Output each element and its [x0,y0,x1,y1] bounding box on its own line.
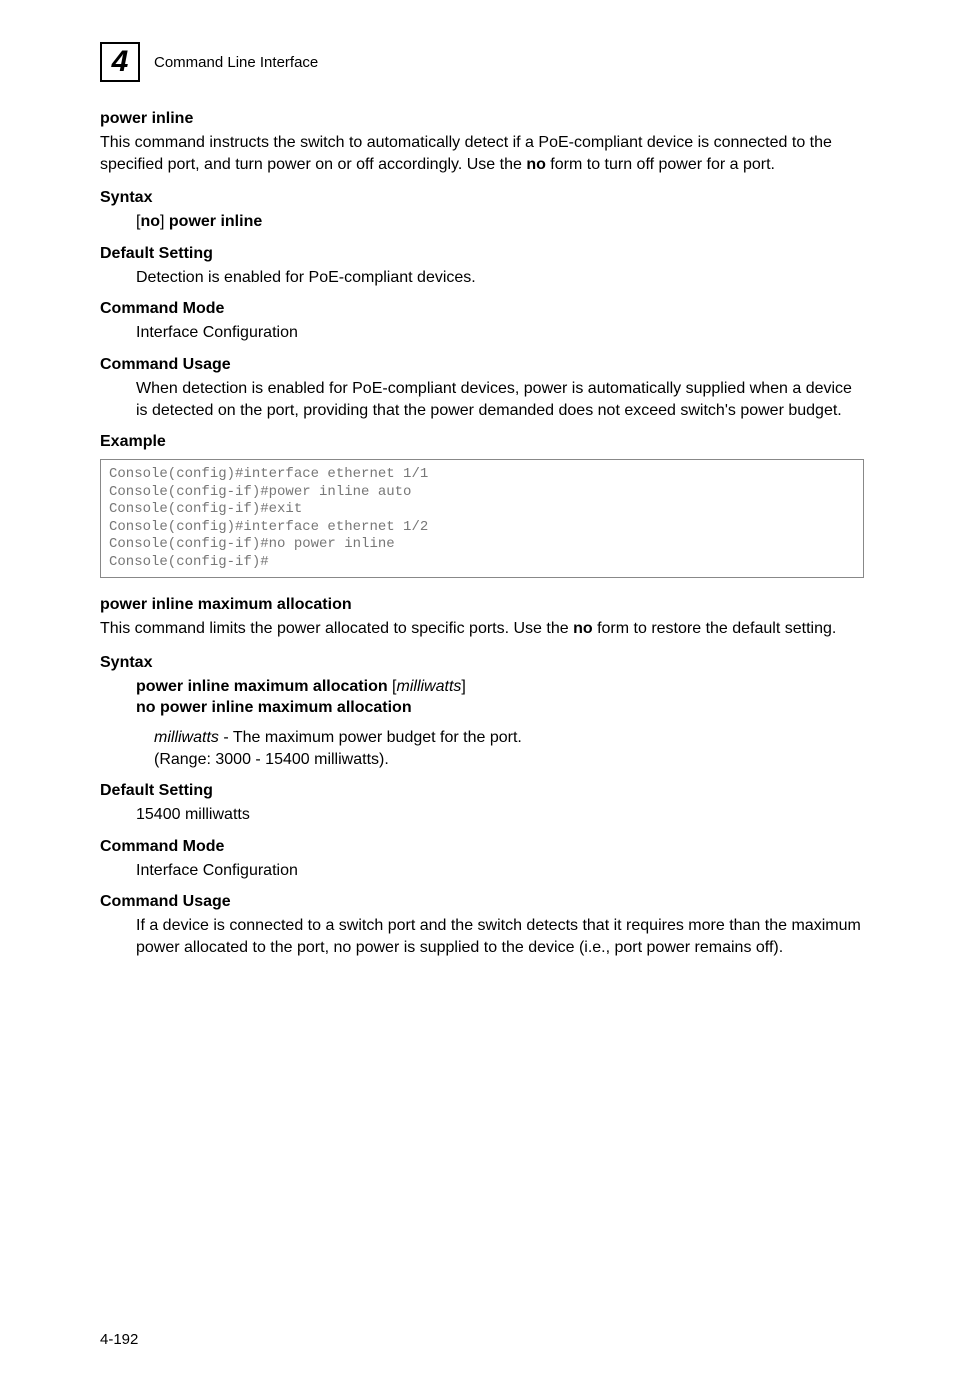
default-text: 15400 milliwatts [136,804,864,826]
mode-text: Interface Configuration [136,322,864,344]
default-heading: Default Setting [100,245,864,263]
syntax-line: no power inline maximum allocation [136,697,864,719]
command-description: This command limits the power allocated … [100,618,864,640]
syntax-arg-range: (Range: 3000 - 15400 milliwatts). [154,749,864,771]
usage-text: If a device is connected to a switch por… [136,915,864,958]
usage-text: When detection is enabled for PoE-compli… [136,378,864,421]
syntax-line: [no] power inline [136,211,864,233]
syntax-bold: no power inline maximum allocation [136,699,412,716]
desc-bold: no [526,156,546,173]
command-title: power inline [100,110,864,128]
syntax-italic: milliwatts [397,678,462,695]
syntax-arg: milliwatts - The maximum power budget fo… [154,727,864,749]
arg-italic: milliwatts [154,729,219,746]
mode-heading: Command Mode [100,838,864,856]
desc-text: form to turn off power for a port. [546,156,775,173]
chapter-label: Command Line Interface [154,54,318,71]
usage-heading: Command Usage [100,356,864,374]
mode-text: Interface Configuration [136,860,864,882]
command-description: This command instructs the switch to aut… [100,132,864,175]
syntax-bold: power inline [169,213,262,230]
desc-bold: no [573,620,593,637]
page-number: 4-192 [100,1331,138,1348]
syntax-text: ] [160,213,169,230]
default-text: Detection is enabled for PoE-compliant d… [136,267,864,289]
desc-text: form to restore the default setting. [593,620,837,637]
syntax-text: ] [461,678,465,695]
syntax-bold: power inline maximum allocation [136,678,388,695]
command-title: power inline maximum allocation [100,596,864,614]
syntax-bold: no [140,213,160,230]
syntax-heading: Syntax [100,654,864,672]
default-heading: Default Setting [100,782,864,800]
chapter-header: 4 Command Line Interface [100,42,864,82]
example-heading: Example [100,433,864,451]
desc-text: This command limits the power allocated … [100,620,573,637]
code-example: Console(config)#interface ethernet 1/1 C… [100,459,864,578]
chapter-number: 4 [112,45,129,79]
arg-text: - The maximum power budget for the port. [219,729,522,746]
syntax-line: power inline maximum allocation [milliwa… [136,676,864,698]
mode-heading: Command Mode [100,300,864,318]
chapter-number-box: 4 [100,42,140,82]
usage-heading: Command Usage [100,893,864,911]
syntax-heading: Syntax [100,189,864,207]
syntax-text: [ [388,678,397,695]
